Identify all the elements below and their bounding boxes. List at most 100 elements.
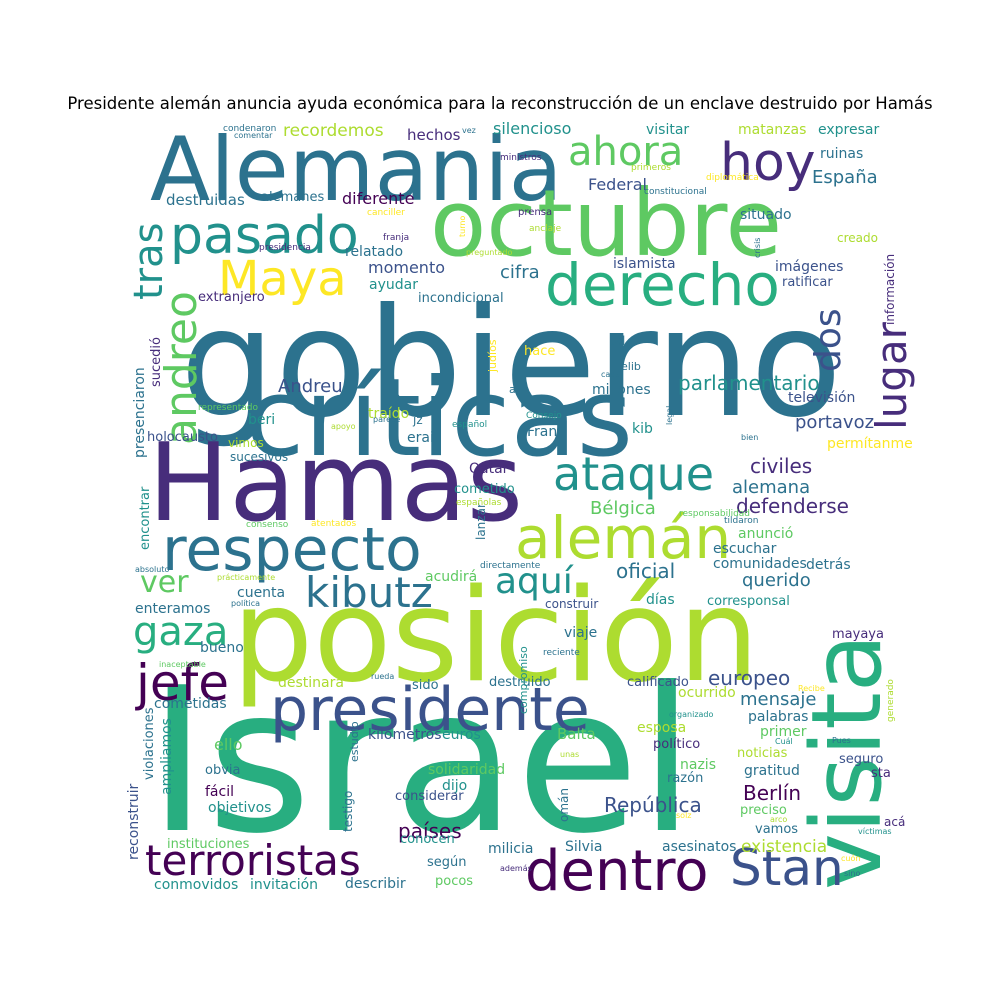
word: euros <box>442 727 481 743</box>
word: cuón <box>841 853 860 863</box>
word: alemana <box>732 477 810 498</box>
word: pocos <box>435 874 473 889</box>
word: terroristas <box>145 836 361 885</box>
word: conocen <box>400 832 455 847</box>
word: alemán <box>515 504 731 572</box>
word: Recibe <box>798 684 825 693</box>
word: pasado <box>170 206 359 266</box>
word: conmovidos <box>154 877 238 893</box>
word: televisión <box>788 390 855 406</box>
word: Pues <box>832 736 851 745</box>
word: gratitud <box>744 763 800 779</box>
word: Cuál <box>775 737 793 746</box>
word: Alemania <box>150 118 563 221</box>
word: matanzas <box>738 122 806 138</box>
word: visita <box>791 633 903 890</box>
word: kib <box>632 421 653 437</box>
word: mensaje <box>740 689 817 710</box>
word: alemanes <box>261 190 324 205</box>
word: posición <box>232 562 759 711</box>
word: bueno <box>200 640 244 656</box>
word: además <box>500 864 532 873</box>
word: Hamas <box>148 421 523 546</box>
word: Maya <box>218 251 347 307</box>
word: hace <box>524 344 555 359</box>
word: corresponsal <box>707 594 790 609</box>
word: incondicional <box>418 291 504 306</box>
word: sido <box>412 678 439 693</box>
word: kibutz <box>305 568 433 617</box>
word: prensa <box>518 207 552 218</box>
word: comentar <box>234 131 273 140</box>
word: Silvia <box>565 839 602 855</box>
word: tal <box>610 334 625 348</box>
word: fácil <box>205 784 234 800</box>
word: seguro <box>839 752 883 767</box>
word: vez <box>462 126 476 135</box>
word: primeros <box>631 163 671 173</box>
word: Berlín <box>743 781 801 805</box>
word: días <box>646 592 675 608</box>
word: derecho <box>545 251 780 319</box>
word: escuchar <box>713 541 777 557</box>
word: cometidas <box>154 696 227 712</box>
word: según <box>427 855 467 870</box>
word: bien <box>741 433 758 442</box>
word: turno <box>458 216 467 237</box>
word: enteramos <box>135 601 210 617</box>
figure-title: Presidente alemán anuncia ayuda económic… <box>67 94 933 113</box>
word: condenaron <box>223 124 276 134</box>
word: prácticamente <box>217 573 275 582</box>
word: anclaje <box>529 224 562 234</box>
word: absoluto <box>135 565 169 574</box>
word: momento <box>368 258 445 277</box>
word: recordemos <box>283 121 384 141</box>
word: vimos <box>228 436 264 450</box>
word: considerar <box>395 789 464 804</box>
word: civiles <box>750 454 812 478</box>
word: testigo <box>341 791 355 832</box>
word: gobierno <box>180 277 842 451</box>
word: Bélgica <box>590 498 656 519</box>
word: información <box>883 254 897 325</box>
word: Federal <box>588 175 647 194</box>
word: violaciones <box>142 707 157 780</box>
word: viaje <box>564 625 597 641</box>
word: ocurrido <box>678 685 736 701</box>
word: lugar <box>867 321 916 430</box>
word: imágenes <box>775 259 843 275</box>
word: crisis <box>753 238 762 258</box>
word: Israel <box>148 645 695 878</box>
word: franja <box>383 233 409 243</box>
word: ello <box>214 735 243 754</box>
word: españolas <box>456 498 502 508</box>
word: nazis <box>680 757 716 773</box>
word: ampliamos <box>159 718 175 795</box>
word: ver <box>140 565 189 600</box>
word: Andreu <box>278 376 343 397</box>
word: anunció <box>738 526 793 542</box>
word: traído <box>368 406 409 422</box>
word: dijo <box>442 778 467 794</box>
word: cifra <box>500 262 540 283</box>
word: reconstruir <box>126 784 142 860</box>
word: beri <box>248 412 275 428</box>
word: inaceptable <box>159 660 206 669</box>
word: ratificar <box>782 275 833 290</box>
word: víctimas <box>858 827 892 836</box>
word: críticas <box>245 356 633 481</box>
word: creado <box>837 231 878 245</box>
word: razón <box>667 771 703 786</box>
word: destruido <box>489 675 551 690</box>
word: instituciones <box>167 837 250 852</box>
word: destruidas <box>166 191 245 209</box>
word: lanzar <box>474 503 488 540</box>
word: República <box>604 793 702 817</box>
word: esposa <box>637 720 686 736</box>
word: cometido <box>454 482 515 497</box>
word: asesinatos <box>662 839 736 855</box>
word: omán <box>557 788 571 822</box>
word: kilómetros <box>368 727 442 743</box>
word: millones <box>592 382 651 398</box>
